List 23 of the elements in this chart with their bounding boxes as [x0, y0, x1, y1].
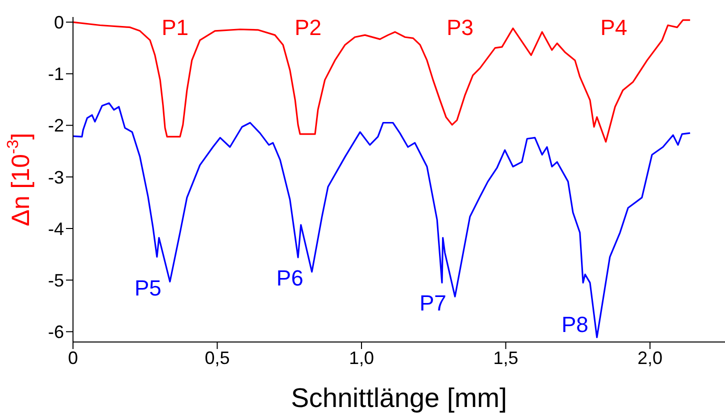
annotation: P2: [294, 14, 322, 40]
x-axis-title: Schnittlänge [mm]: [290, 383, 508, 413]
y-tick-label: -4: [48, 218, 64, 239]
annotation: P6: [276, 266, 304, 291]
line-series: [73, 102, 691, 338]
annotation: P5: [134, 275, 162, 300]
annotation: P3: [446, 14, 474, 40]
y-tick-label: -6: [48, 322, 64, 342]
x-tick-label: 0,5: [204, 348, 230, 368]
y-tick-label: -1: [48, 64, 64, 84]
y-tick-label: 0: [54, 12, 64, 33]
annotation: P7: [420, 290, 446, 316]
annotation: P8: [561, 312, 588, 337]
x-tick-label: 0: [68, 348, 78, 368]
x-tick-label: 2,0: [637, 348, 663, 368]
annotation: P4: [600, 14, 628, 40]
y-tick-label: -5: [48, 270, 64, 290]
y-tick-label: -2: [48, 116, 64, 136]
y-tick-label: -3: [48, 167, 64, 188]
x-tick-label: 1,0: [348, 348, 374, 368]
line-series: [73, 19, 691, 143]
x-tick-label: 1,5: [493, 348, 518, 368]
annotation: P1: [162, 14, 189, 40]
